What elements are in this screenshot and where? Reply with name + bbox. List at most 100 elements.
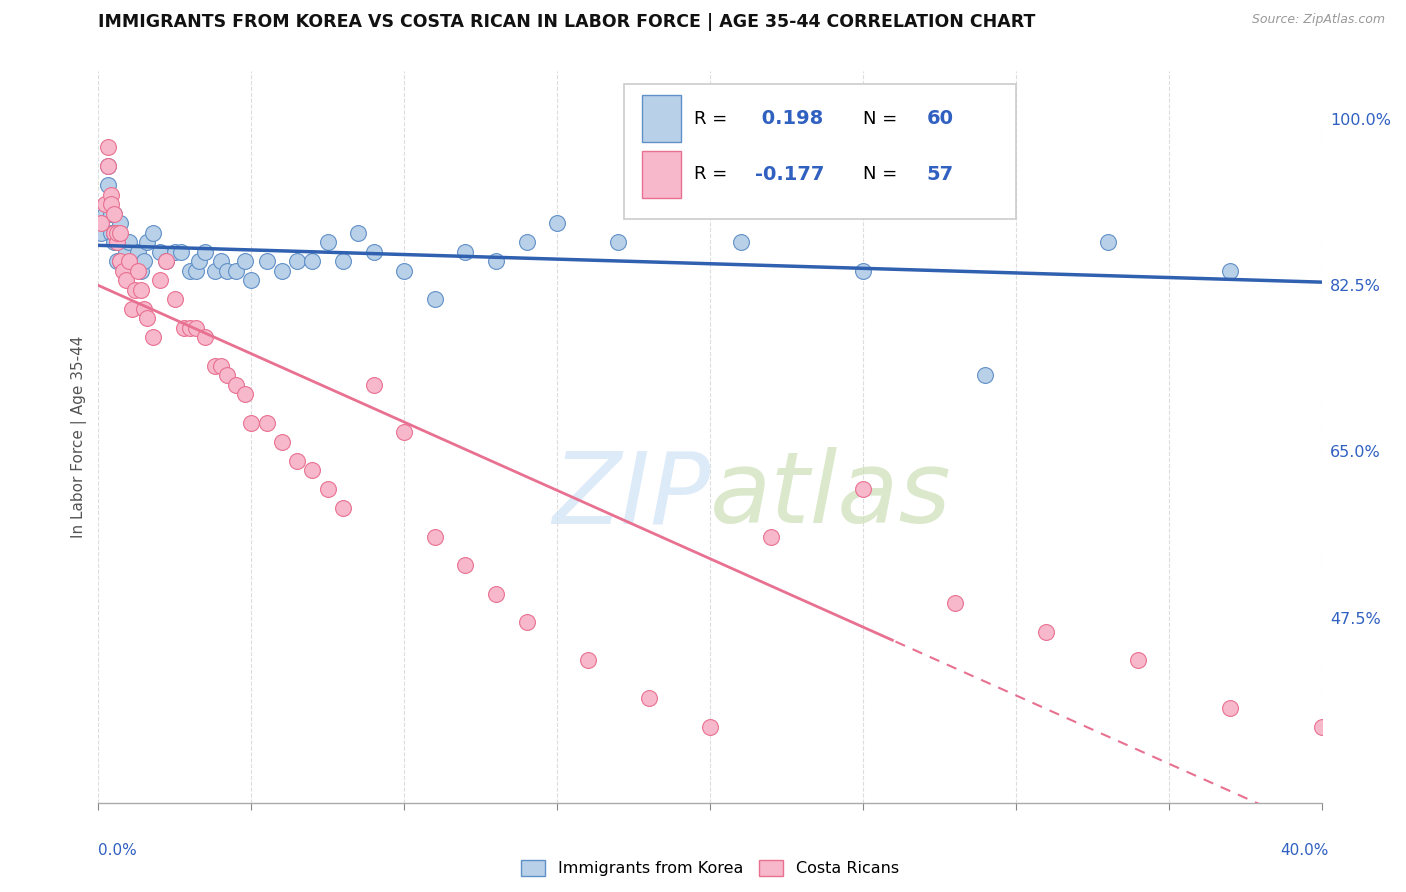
Point	[270, 434, 292, 449]
Point	[108, 254, 131, 268]
Point	[194, 244, 217, 259]
Point	[215, 264, 238, 278]
Point	[332, 254, 354, 268]
Point	[124, 283, 146, 297]
Point	[316, 483, 339, 497]
Point	[97, 159, 120, 173]
Point	[142, 226, 165, 240]
Text: 60: 60	[927, 110, 953, 128]
Point	[105, 254, 128, 268]
Point	[103, 207, 125, 221]
Text: IMMIGRANTS FROM KOREA VS COSTA RICAN IN LABOR FORCE | AGE 35-44 CORRELATION CHAR: IMMIGRANTS FROM KOREA VS COSTA RICAN IN …	[98, 13, 1036, 31]
Point	[100, 197, 122, 211]
Point	[974, 368, 997, 383]
Point	[108, 216, 131, 230]
Point	[423, 530, 446, 544]
Point	[225, 377, 247, 392]
FancyBboxPatch shape	[641, 95, 681, 143]
Y-axis label: In Labor Force | Age 35-44: In Labor Force | Age 35-44	[72, 336, 87, 538]
Point	[163, 244, 186, 259]
Point	[129, 283, 152, 297]
Point	[121, 301, 143, 316]
Point	[93, 207, 115, 221]
Point	[699, 720, 721, 734]
FancyBboxPatch shape	[641, 151, 681, 198]
Point	[105, 235, 128, 250]
Point	[186, 321, 208, 335]
Point	[100, 207, 122, 221]
Point	[285, 454, 308, 468]
Point	[637, 691, 661, 706]
Point	[93, 197, 115, 211]
Legend: Immigrants from Korea, Costa Ricans: Immigrants from Korea, Costa Ricans	[515, 854, 905, 882]
Point	[108, 254, 131, 268]
Point	[111, 264, 134, 278]
Point	[285, 254, 308, 268]
Point	[363, 377, 385, 392]
Point	[194, 330, 217, 344]
Point	[111, 235, 134, 250]
Point	[115, 244, 138, 259]
Point	[454, 244, 477, 259]
Point	[215, 368, 238, 383]
Point	[363, 244, 385, 259]
Point	[103, 235, 125, 250]
Text: R =: R =	[695, 110, 733, 128]
Point	[136, 235, 159, 250]
Point	[186, 264, 208, 278]
Point	[347, 226, 370, 240]
Point	[121, 254, 143, 268]
Point	[316, 235, 339, 250]
Point	[103, 226, 125, 240]
Point	[209, 359, 232, 373]
Point	[97, 140, 120, 154]
Point	[943, 596, 966, 610]
Point	[142, 330, 165, 344]
Point	[1035, 624, 1057, 639]
Point	[852, 264, 875, 278]
Point	[209, 254, 232, 268]
Text: Source: ZipAtlas.com: Source: ZipAtlas.com	[1251, 13, 1385, 27]
Point	[179, 321, 201, 335]
Text: atlas: atlas	[710, 447, 952, 544]
Point	[97, 159, 120, 173]
Point	[105, 235, 128, 250]
Text: 40.0%: 40.0%	[1281, 843, 1329, 858]
Point	[332, 501, 354, 516]
Point	[1097, 235, 1119, 250]
Point	[90, 226, 112, 240]
Point	[225, 264, 247, 278]
Point	[1128, 653, 1150, 667]
Point	[1219, 701, 1241, 715]
Point	[423, 293, 446, 307]
Text: 0.198: 0.198	[755, 110, 824, 128]
Point	[301, 463, 323, 477]
Point	[118, 254, 141, 268]
Point	[607, 235, 630, 250]
Point	[668, 169, 690, 183]
Point	[155, 254, 177, 268]
Text: ZIP: ZIP	[551, 447, 710, 544]
Text: N =: N =	[863, 166, 903, 184]
Point	[1310, 720, 1333, 734]
Point	[127, 264, 149, 278]
Point	[105, 226, 128, 240]
Text: R =: R =	[695, 166, 733, 184]
Point	[108, 226, 131, 240]
Point	[90, 216, 112, 230]
Point	[233, 387, 256, 401]
Point	[97, 178, 120, 193]
Point	[155, 254, 177, 268]
Point	[134, 301, 156, 316]
Point	[576, 653, 599, 667]
Point	[134, 254, 156, 268]
Text: 57: 57	[927, 165, 953, 184]
Point	[240, 416, 263, 430]
Point	[852, 483, 875, 497]
Point	[516, 615, 538, 630]
Point	[173, 321, 195, 335]
Point	[516, 235, 538, 250]
Point	[204, 264, 226, 278]
Text: N =: N =	[863, 110, 903, 128]
Point	[111, 254, 134, 268]
